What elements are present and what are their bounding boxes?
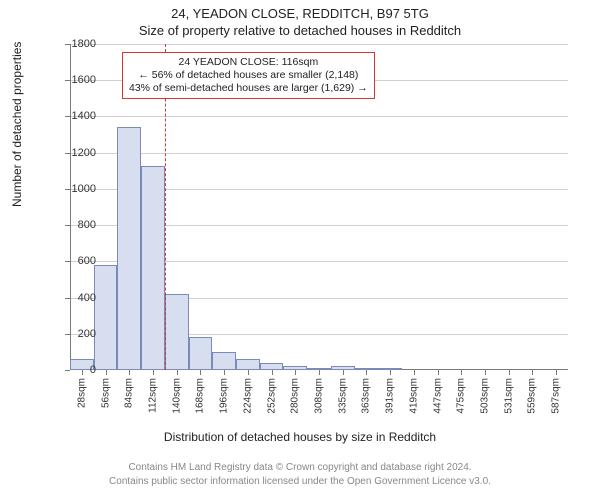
annotation-line: 43% of semi-detached houses are larger (…	[129, 82, 368, 95]
xtick-mark	[106, 370, 107, 375]
xtick-label: 475sqm	[456, 378, 467, 414]
xtick-mark	[509, 370, 510, 375]
histogram-bar	[236, 359, 260, 370]
y-axis-line	[70, 44, 71, 370]
histogram-bar	[212, 352, 236, 370]
footer-line2: Contains public sector information licen…	[0, 476, 600, 487]
xtick-mark	[295, 370, 296, 375]
xtick-mark	[390, 370, 391, 375]
histogram-bar	[117, 127, 141, 370]
xtick-label: 84sqm	[124, 378, 135, 408]
xtick-label: 531sqm	[503, 378, 514, 414]
xtick-label: 224sqm	[242, 378, 253, 414]
ytick-label: 800	[56, 219, 96, 231]
xtick-mark	[556, 370, 557, 375]
x-axis-label: Distribution of detached houses by size …	[0, 430, 600, 444]
histogram-bar	[94, 265, 118, 370]
xtick-mark	[485, 370, 486, 375]
xtick-label: 363sqm	[361, 378, 372, 414]
xtick-label: 391sqm	[385, 378, 396, 414]
xtick-mark	[248, 370, 249, 375]
xtick-mark	[129, 370, 130, 375]
ytick-label: 1200	[56, 147, 96, 159]
xtick-mark	[461, 370, 462, 375]
xtick-label: 587sqm	[551, 378, 562, 414]
xtick-mark	[532, 370, 533, 375]
xtick-label: 503sqm	[480, 378, 491, 414]
y-axis-label: Number of detached properties	[10, 42, 24, 207]
gridline	[70, 116, 568, 117]
histogram-bar	[189, 337, 213, 370]
gridline	[70, 153, 568, 154]
xtick-label: 419sqm	[408, 378, 419, 414]
page-title-line2: Size of property relative to detached ho…	[0, 23, 600, 38]
ytick-label: 0	[56, 364, 96, 376]
xtick-mark	[366, 370, 367, 375]
annotation-line: ← 56% of detached houses are smaller (2,…	[129, 69, 368, 82]
histogram-chart: 28sqm56sqm84sqm112sqm140sqm168sqm196sqm2…	[70, 44, 568, 370]
footer-line1: Contains HM Land Registry data © Crown c…	[0, 462, 600, 473]
annotation-box: 24 YEADON CLOSE: 116sqm← 56% of detached…	[122, 52, 375, 99]
xtick-label: 140sqm	[171, 378, 182, 414]
xtick-mark	[177, 370, 178, 375]
xtick-mark	[272, 370, 273, 375]
ytick-label: 200	[56, 328, 96, 340]
xtick-label: 252sqm	[266, 378, 277, 414]
histogram-bar	[165, 294, 189, 370]
xtick-label: 56sqm	[100, 378, 111, 408]
xtick-label: 196sqm	[219, 378, 230, 414]
xtick-label: 559sqm	[527, 378, 538, 414]
ytick-label: 1600	[56, 74, 96, 86]
xtick-label: 168sqm	[195, 378, 206, 414]
page-title-line1: 24, YEADON CLOSE, REDDITCH, B97 5TG	[0, 6, 600, 21]
xtick-mark	[224, 370, 225, 375]
xtick-mark	[414, 370, 415, 375]
histogram-bar	[260, 363, 284, 370]
xtick-mark	[153, 370, 154, 375]
ytick-label: 1000	[56, 183, 96, 195]
ytick-label: 400	[56, 292, 96, 304]
xtick-label: 447sqm	[432, 378, 443, 414]
histogram-bar	[141, 166, 165, 370]
ytick-label: 600	[56, 255, 96, 267]
xtick-mark	[319, 370, 320, 375]
xtick-mark	[343, 370, 344, 375]
ytick-label: 1800	[56, 38, 96, 50]
xtick-mark	[200, 370, 201, 375]
xtick-label: 335sqm	[337, 378, 348, 414]
xtick-label: 308sqm	[314, 378, 325, 414]
xtick-label: 280sqm	[290, 378, 301, 414]
xtick-label: 28sqm	[76, 378, 87, 408]
ytick-label: 1400	[56, 110, 96, 122]
xtick-label: 112sqm	[148, 378, 159, 413]
gridline	[70, 44, 568, 45]
xtick-mark	[438, 370, 439, 375]
annotation-line: 24 YEADON CLOSE: 116sqm	[129, 56, 368, 69]
